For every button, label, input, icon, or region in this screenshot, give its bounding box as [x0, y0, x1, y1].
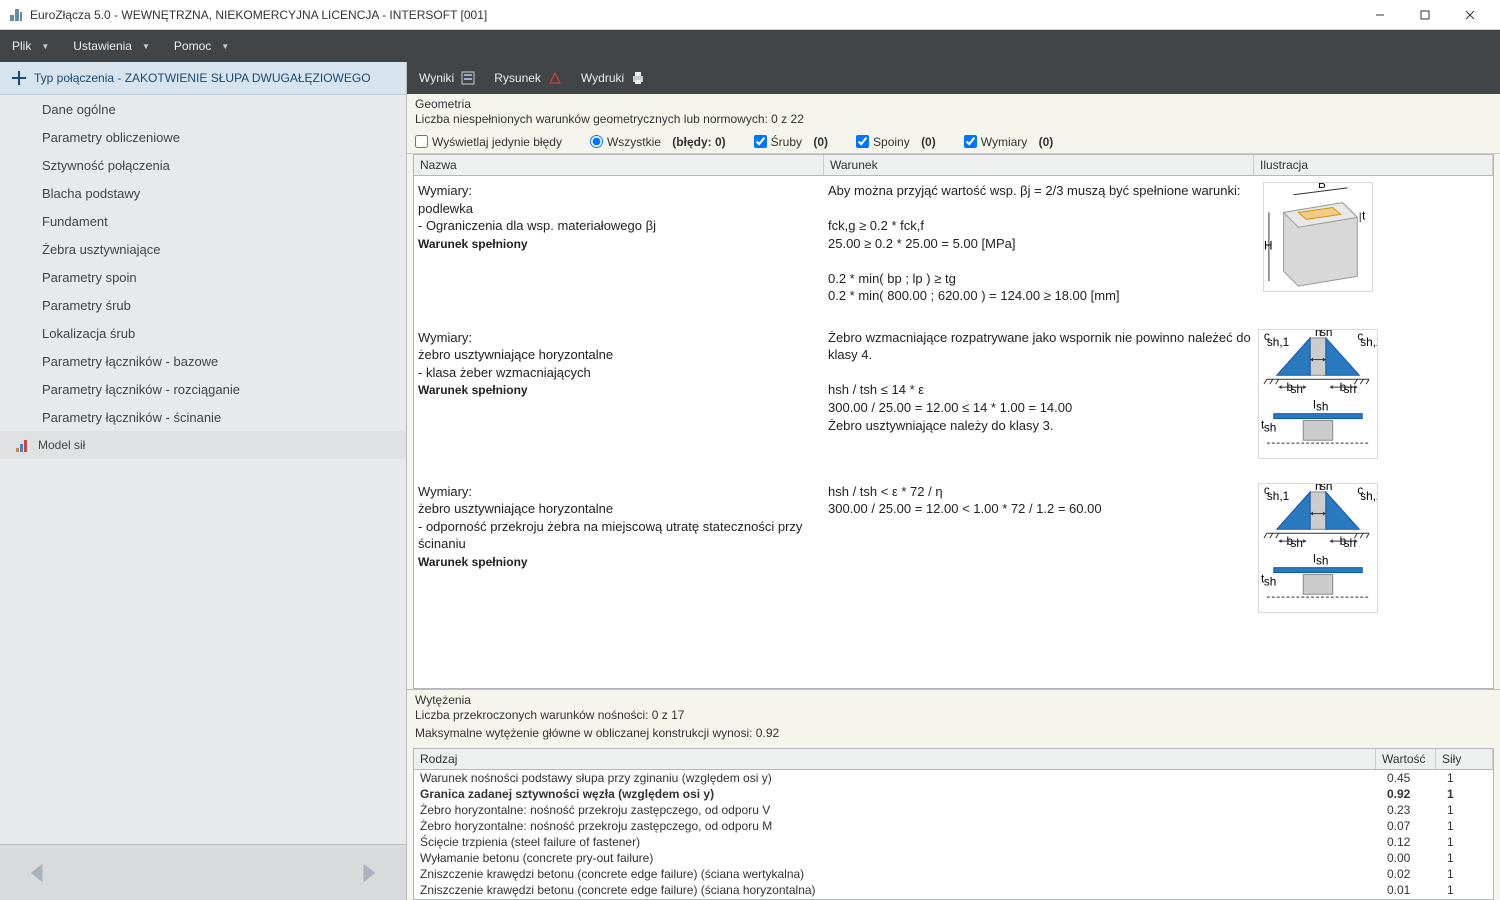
- wyt-row[interactable]: Wyłamanie betonu (concrete pry-out failu…: [414, 850, 1493, 866]
- geometry-row[interactable]: Wymiary:żebro usztywniające horyzontalne…: [414, 323, 1493, 477]
- svg-text:H: H: [1264, 240, 1273, 253]
- svg-text:sh: sh: [1320, 483, 1332, 493]
- wyt-row[interactable]: Zniszczenie krawędzi betonu (concrete ed…: [414, 882, 1493, 898]
- nav-next-icon[interactable]: [353, 859, 381, 887]
- wyt-row[interactable]: Ścięcie trzpienia (steel failure of fast…: [414, 834, 1493, 850]
- svg-text:sh,1: sh,1: [1267, 335, 1289, 349]
- menu-file[interactable]: Plik▼: [12, 39, 49, 53]
- sidebar-item-0[interactable]: Dane ogólne: [0, 95, 406, 123]
- menu-bar: Plik▼ Ustawienia▼ Pomoc▼: [0, 30, 1500, 62]
- menu-settings[interactable]: Ustawienia▼: [73, 39, 150, 53]
- sidebar-item-7[interactable]: Parametry śrub: [0, 291, 406, 319]
- wyt-row[interactable]: Zniszczenie krawędzi betonu (concrete ed…: [414, 866, 1493, 882]
- sidebar-item-9[interactable]: Parametry łączników - bazowe: [0, 347, 406, 375]
- filter-welds[interactable]: Spoiny (0): [856, 135, 936, 149]
- svg-text:sh: sh: [1290, 382, 1302, 396]
- geometry-results[interactable]: Wymiary:podlewka- Ograniczenia dla wsp. …: [413, 176, 1494, 689]
- svg-text:sh,2: sh,2: [1360, 489, 1378, 503]
- content: Wyniki Rysunek Wydruki Geometria Liczba …: [407, 62, 1500, 900]
- main-area: Typ połączenia - ZAKOTWIENIE SŁUPA DWUGA…: [0, 62, 1500, 900]
- col-sily[interactable]: Siły: [1436, 749, 1493, 769]
- tab-rysunek[interactable]: Rysunek: [494, 70, 563, 86]
- filter-bolts[interactable]: Śruby (0): [754, 135, 828, 149]
- results-icon: [460, 70, 476, 86]
- sidebar-section-label: Model sił: [38, 438, 85, 452]
- close-button[interactable]: [1447, 1, 1492, 29]
- svg-text:B: B: [1318, 182, 1326, 191]
- sidebar-item-4[interactable]: Fundament: [0, 207, 406, 235]
- svg-text:sh,1: sh,1: [1267, 489, 1289, 503]
- geometry-title: Geometria: [407, 94, 1500, 112]
- print-icon: [630, 70, 646, 86]
- col-wartosc[interactable]: Wartość: [1376, 749, 1436, 769]
- tab-wydruki[interactable]: Wydruki: [581, 70, 646, 86]
- window-title: EuroZłącza 5.0 - WEWNĘTRZNA, NIEKOMERCYJ…: [30, 8, 1357, 22]
- nav-prev-icon[interactable]: [25, 859, 53, 887]
- wyt-row[interactable]: Żebro horyzontalne: nośność przekroju za…: [414, 802, 1493, 818]
- sidebar: Typ połączenia - ZAKOTWIENIE SŁUPA DWUGA…: [0, 62, 407, 900]
- minimize-button[interactable]: [1357, 1, 1402, 29]
- svg-text:sh: sh: [1316, 400, 1328, 414]
- sidebar-item-6[interactable]: Parametry spoin: [0, 263, 406, 291]
- geometry-row[interactable]: Wymiary:podlewka- Ograniczenia dla wsp. …: [414, 176, 1493, 323]
- svg-text:t: t: [1362, 209, 1366, 222]
- maximize-button[interactable]: [1402, 1, 1447, 29]
- sidebar-header[interactable]: Typ połączenia - ZAKOTWIENIE SŁUPA DWUGA…: [0, 62, 406, 95]
- svg-text:sh,2: sh,2: [1360, 335, 1378, 349]
- sidebar-item-1[interactable]: Parametry obliczeniowe: [0, 123, 406, 151]
- nav-buttons: [0, 844, 406, 900]
- geometry-sub: Liczba niespełnionych warunków geometryc…: [407, 112, 1500, 130]
- sidebar-item-model-sil[interactable]: Model sił: [0, 431, 406, 459]
- svg-text:sh: sh: [1290, 536, 1302, 550]
- wyt-row[interactable]: Granica zadanej sztywności węzła (względ…: [414, 786, 1493, 802]
- col-ilustracja[interactable]: Ilustracja: [1254, 155, 1493, 175]
- sidebar-item-10[interactable]: Parametry łączników - rozciąganie: [0, 375, 406, 403]
- sidebar-item-11[interactable]: Parametry łączników - ścinanie: [0, 403, 406, 431]
- wyt-list[interactable]: Warunek nośności podstawy słupa przy zgi…: [413, 770, 1494, 900]
- wyt-row[interactable]: Warunek nośności podstawy słupa przy zgi…: [414, 770, 1493, 786]
- sidebar-item-2[interactable]: Sztywność połączenia: [0, 151, 406, 179]
- app-icon: [8, 7, 24, 23]
- sidebar-header-label: Typ połączenia - ZAKOTWIENIE SŁUPA DWUGA…: [34, 71, 371, 85]
- svg-text:sh: sh: [1344, 382, 1356, 396]
- geometry-row[interactable]: Wymiary:żebro usztywniające horyzontalne…: [414, 477, 1493, 631]
- drawing-icon: [547, 70, 563, 86]
- svg-text:sh: sh: [1316, 554, 1328, 568]
- sidebar-item-5[interactable]: Żebra usztywniające: [0, 235, 406, 263]
- filter-dims[interactable]: Wymiary (0): [964, 135, 1054, 149]
- content-toolbar: Wyniki Rysunek Wydruki: [407, 62, 1500, 94]
- col-nazwa[interactable]: Nazwa: [414, 155, 824, 175]
- sidebar-item-8[interactable]: Lokalizacja śrub: [0, 319, 406, 347]
- wyt-grid-header: Rodzaj Wartość Siły: [413, 748, 1494, 770]
- svg-text:sh: sh: [1264, 420, 1276, 434]
- wyt-sub2: Maksymalne wytężenie główne w obliczanej…: [407, 726, 1500, 744]
- geometry-grid-header: Nazwa Warunek Ilustracja: [413, 154, 1494, 176]
- wyt-sub1: Liczba przekroczonych warunków nośności:…: [407, 708, 1500, 726]
- wyt-title: Wytężenia: [407, 690, 1500, 708]
- window-buttons: [1357, 1, 1492, 29]
- col-warunek[interactable]: Warunek: [824, 155, 1254, 175]
- title-bar: EuroZłącza 5.0 - WEWNĘTRZNA, NIEKOMERCYJ…: [0, 0, 1500, 30]
- model-icon: [16, 438, 30, 452]
- filter-all[interactable]: Wszystkie (błędy: 0): [590, 135, 726, 149]
- svg-text:sh: sh: [1344, 536, 1356, 550]
- wyt-row[interactable]: Żebro horyzontalne: nośność przekroju za…: [414, 818, 1493, 834]
- svg-text:sh: sh: [1264, 574, 1276, 588]
- filter-bar: Wyświetlaj jedynie błędy Wszystkie (błęd…: [407, 130, 1500, 154]
- col-rodzaj[interactable]: Rodzaj: [414, 749, 1376, 769]
- tab-wyniki[interactable]: Wyniki: [419, 70, 476, 86]
- connection-icon: [12, 71, 26, 85]
- wytezenia-section: Wytężenia Liczba przekroczonych warunków…: [407, 689, 1500, 900]
- svg-text:sh: sh: [1320, 329, 1332, 339]
- menu-help[interactable]: Pomoc▼: [174, 39, 229, 53]
- filter-errors-only[interactable]: Wyświetlaj jedynie błędy: [415, 135, 562, 149]
- sidebar-item-3[interactable]: Blacha podstawy: [0, 179, 406, 207]
